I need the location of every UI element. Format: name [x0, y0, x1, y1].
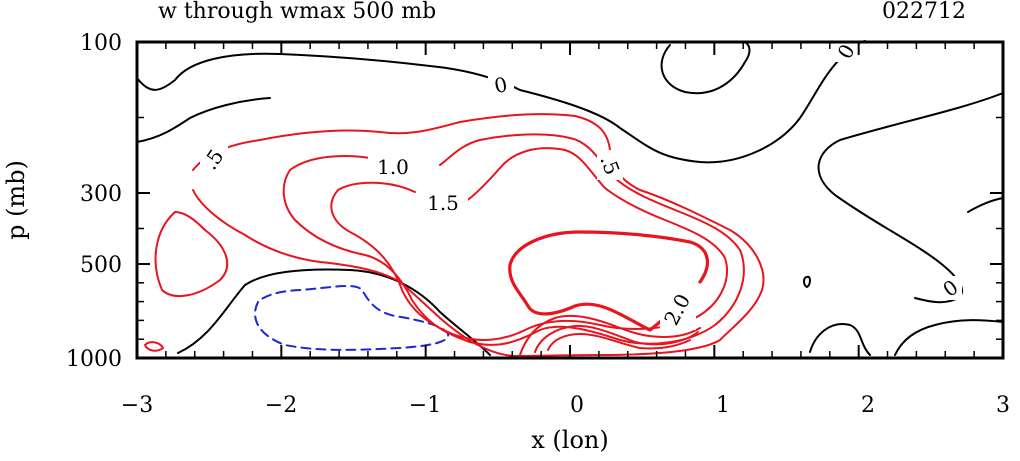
zero-contour-right-loop: [660, 41, 751, 95]
x-tick-label: −1: [409, 393, 441, 418]
contour-1.5-inner-c: [547, 333, 691, 351]
contour-lines: [136, 40, 1004, 357]
contour-label-zero-top: 0: [492, 72, 509, 98]
x-tick-label: −3: [121, 393, 153, 418]
negative-contour: [254, 285, 450, 351]
zero-contour-bottom-right: [809, 319, 1004, 356]
y-tick-label: 100: [80, 31, 122, 56]
x-tick-label: 2: [861, 393, 875, 418]
contour-0.5: [192, 113, 765, 357]
y-tick-label: 500: [80, 253, 122, 278]
contour-1.5-inner-b: [534, 324, 699, 353]
x-tick-label: 0: [570, 393, 584, 418]
zero-contour-right-edge: [967, 197, 1004, 213]
y-tick-labels: 100 300 500 1000: [66, 31, 122, 372]
contour-1.5: [330, 147, 728, 341]
zero-contour-bottom-left: [177, 268, 491, 356]
contour-labels: 0 0 0 .5 1.0 1.5 .5 2.0: [198, 40, 963, 330]
zero-contour-top-left: [136, 97, 271, 143]
y-tick-label: 1000: [66, 347, 122, 372]
case-id: 022712: [882, 0, 966, 24]
x-tick-label: 3: [996, 393, 1010, 418]
y-tick-label: 300: [80, 182, 122, 207]
contour-1.5-inner-a: [519, 314, 701, 356]
x-tick-label: 1: [716, 393, 730, 418]
zero-contour-blob: [803, 275, 811, 288]
contour-label-1.0: 1.0: [377, 155, 409, 179]
x-tick-labels: −3 −2 −1 0 1 2 3: [121, 393, 1010, 418]
y-axis-label: p (mb): [2, 160, 30, 240]
zero-contour-right: [817, 92, 1004, 304]
x-tick-label: −2: [265, 393, 297, 418]
contour-0.5-left-blob: [154, 211, 229, 298]
chart-title: w through wmax 500 mb: [158, 0, 436, 24]
contour-2.0: [508, 230, 709, 332]
x-axis-label: x (lon): [531, 426, 608, 454]
contour-label-1.5: 1.5: [427, 191, 459, 215]
contour-0.5-corner: [144, 341, 164, 352]
contour-1.0: [282, 133, 745, 346]
plot-frame: [135, 40, 1005, 360]
zero-contour-top: [136, 40, 866, 164]
axis-ticks: [136, 41, 1004, 359]
